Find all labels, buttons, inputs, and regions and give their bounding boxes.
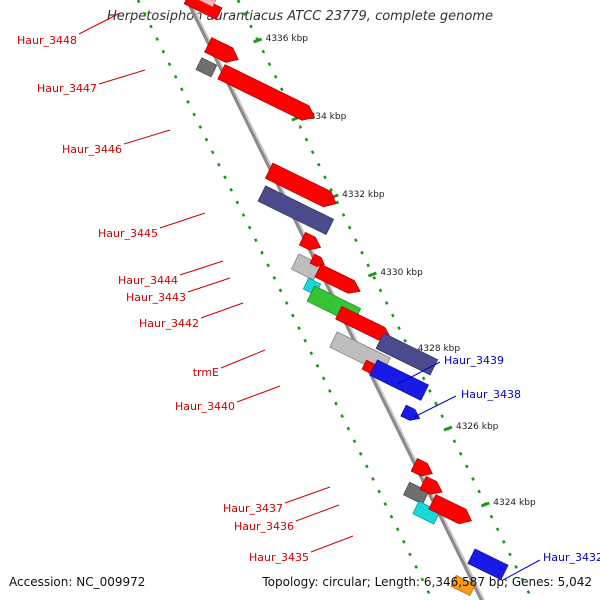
gene-leader-line xyxy=(98,69,146,85)
ruler-tick xyxy=(367,271,377,278)
ruler-label: 4328 kbp xyxy=(418,344,461,354)
feature-orange xyxy=(450,574,476,597)
feature-pink-top xyxy=(198,0,217,8)
gene-label[interactable]: Haur_3438 xyxy=(461,388,521,401)
feature-haur-3435-red xyxy=(428,494,472,525)
ruler-label: 4326 kbp xyxy=(456,422,499,432)
gene-leader-line xyxy=(220,349,266,369)
gene-label[interactable]: Haur_3445 xyxy=(98,227,158,240)
gene-label[interactable]: Haur_3447 xyxy=(37,82,97,95)
feature-haur-3436-red xyxy=(419,475,443,495)
ruler-label: 4324 kbp xyxy=(493,498,536,508)
gene-leader-line xyxy=(295,504,340,522)
ruler-label: 4330 kbp xyxy=(380,268,423,278)
gene-leader-line xyxy=(179,260,224,276)
gene-label[interactable]: Haur_3443 xyxy=(126,291,186,304)
gene-leader-line xyxy=(123,129,171,145)
gene-label[interactable]: Haur_3444 xyxy=(118,274,178,287)
ruler-tick xyxy=(443,425,453,432)
gene-label[interactable]: Haur_3448 xyxy=(17,34,77,47)
feature-haur-3444-red xyxy=(298,231,322,251)
feature-haur-3446-red xyxy=(217,64,316,121)
feature-haur-3438-blue-arrow xyxy=(400,404,421,421)
gene-leader-line xyxy=(310,535,354,553)
gene-label[interactable]: trmE xyxy=(193,366,219,379)
feature-haur-3442-red xyxy=(314,263,361,294)
feature-trme-red xyxy=(335,305,392,341)
ruler-label: 4332 kbp xyxy=(342,190,385,200)
ruler-label: 4334 kbp xyxy=(304,112,347,122)
ruler-tick xyxy=(253,37,263,44)
gene-leader-line xyxy=(413,395,457,418)
feature-red-top xyxy=(183,0,223,21)
gene-label[interactable]: Haur_3435 xyxy=(249,551,309,564)
ruler-label: 4336 kbp xyxy=(266,34,309,44)
feature-haur-3447-red xyxy=(204,37,239,63)
feature-haur-3438-purple xyxy=(375,332,439,376)
gene-label[interactable]: Haur_3440 xyxy=(175,400,235,413)
gene-leader-line xyxy=(397,361,441,385)
gene-leader-line xyxy=(78,12,121,35)
feature-haur-3445-red xyxy=(264,162,337,208)
gene-label[interactable]: Haur_3436 xyxy=(234,520,294,533)
feature-haur-3447-darkgray xyxy=(195,57,218,78)
feature-haur-3439-blue xyxy=(369,359,429,401)
gene-leader-line xyxy=(284,486,331,504)
gene-leader-line xyxy=(187,277,231,293)
gene-leader-line xyxy=(200,302,244,319)
gene-leader-line xyxy=(159,212,206,229)
gene-label[interactable]: Haur_3437 xyxy=(223,502,283,515)
feature-haur-3432-blue xyxy=(467,548,509,581)
ruler-tick xyxy=(480,501,490,508)
gene-label[interactable]: Haur_3432 xyxy=(543,551,600,564)
gene-label[interactable]: Haur_3439 xyxy=(444,354,504,367)
feature-haur-3437-red xyxy=(410,457,433,477)
feature-haur-3445-purple xyxy=(257,185,335,236)
topology-label: Topology: circular; Length: 6,346,587 bp… xyxy=(262,575,592,589)
accession-label: Accession: NC_009972 xyxy=(9,575,146,589)
gene-leader-line xyxy=(236,385,281,403)
gene-label[interactable]: Haur_3446 xyxy=(62,143,122,156)
gene-label[interactable]: Haur_3442 xyxy=(139,317,199,330)
gene-leader-line xyxy=(502,559,541,581)
feature-haur-3443-red xyxy=(309,253,325,267)
